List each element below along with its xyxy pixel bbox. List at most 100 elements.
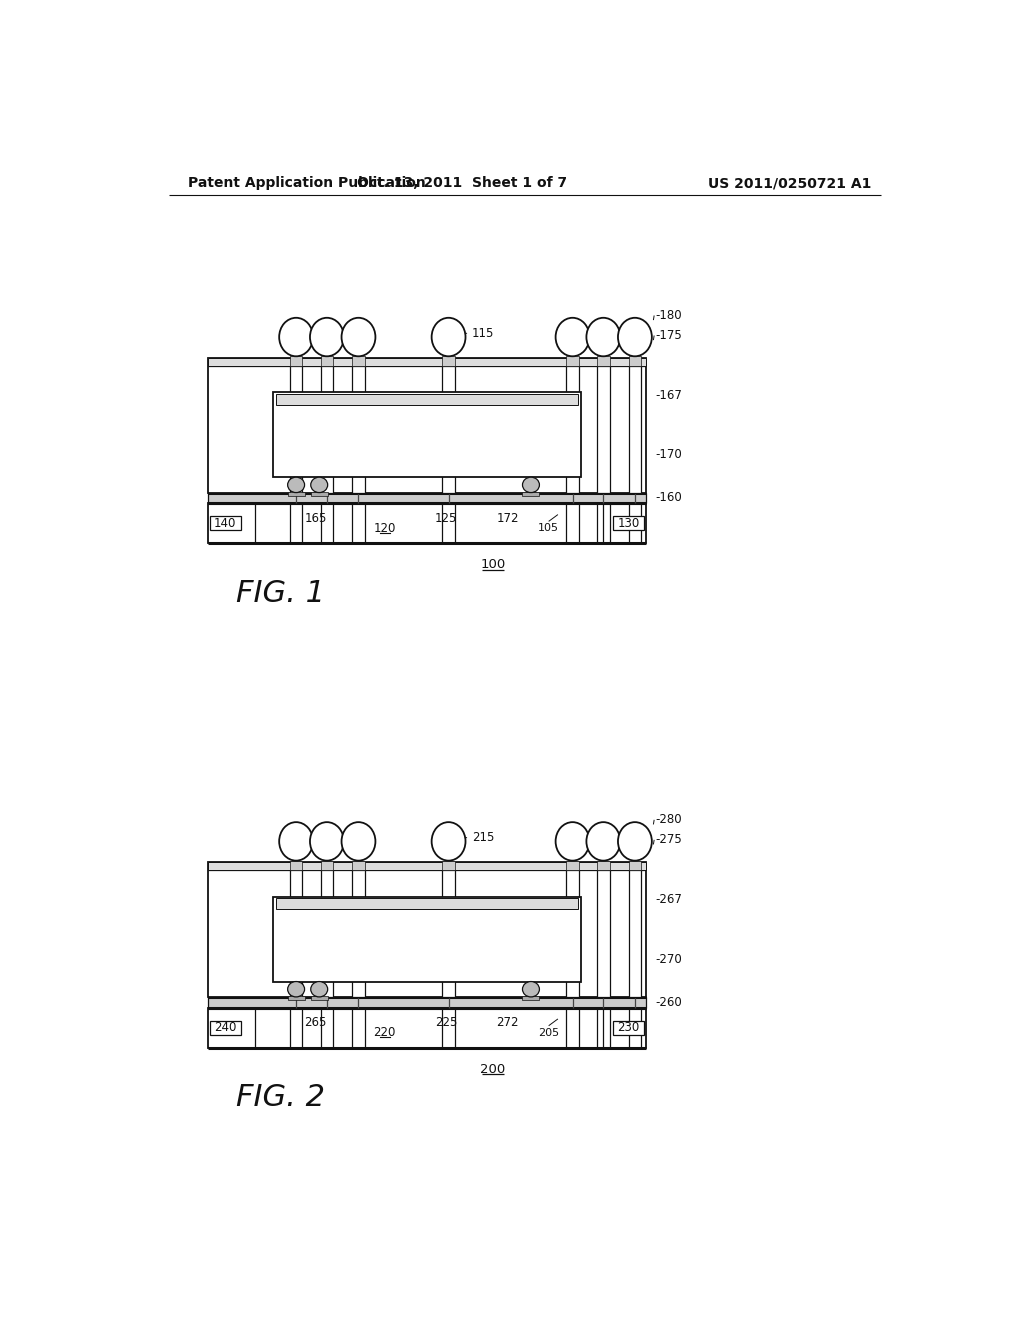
Text: 255: 255: [291, 931, 313, 944]
Text: 155: 155: [291, 426, 313, 440]
Ellipse shape: [288, 478, 304, 492]
Ellipse shape: [310, 478, 328, 492]
Text: 140: 140: [214, 517, 237, 529]
Ellipse shape: [280, 822, 313, 861]
Bar: [210, 516, 241, 531]
Bar: [613, 1020, 644, 1035]
Ellipse shape: [556, 822, 590, 861]
Ellipse shape: [280, 318, 313, 356]
Bar: [629, 861, 641, 870]
Bar: [352, 356, 365, 366]
Text: 220: 220: [374, 1026, 396, 1039]
Bar: [290, 356, 302, 366]
Bar: [522, 997, 540, 1001]
Text: 200: 200: [480, 1063, 506, 1076]
Text: 215: 215: [472, 832, 495, 843]
Text: 205: 205: [538, 1027, 559, 1038]
Text: 172: 172: [497, 512, 519, 525]
Ellipse shape: [310, 318, 344, 356]
Text: Oct. 13, 2011  Sheet 1 of 7: Oct. 13, 2011 Sheet 1 of 7: [356, 176, 566, 190]
Text: Patent Application Publication: Patent Application Publication: [188, 176, 426, 190]
Bar: [288, 997, 304, 1001]
Bar: [597, 870, 609, 997]
Bar: [273, 392, 581, 478]
Bar: [208, 492, 646, 503]
Bar: [629, 366, 641, 492]
Bar: [290, 366, 302, 492]
Bar: [208, 503, 646, 544]
Ellipse shape: [587, 822, 621, 861]
Text: 130: 130: [617, 517, 640, 529]
Text: 272: 272: [497, 1016, 519, 1030]
Text: US 2011/0250721 A1: US 2011/0250721 A1: [708, 176, 871, 190]
Text: FIG. 2: FIG. 2: [237, 1084, 326, 1113]
Bar: [273, 896, 581, 982]
Bar: [321, 356, 333, 366]
Bar: [613, 516, 644, 531]
Bar: [208, 358, 646, 366]
Text: 266: 266: [304, 899, 327, 912]
Text: 210: 210: [379, 928, 401, 941]
Bar: [208, 358, 646, 492]
Ellipse shape: [310, 822, 344, 861]
Bar: [566, 870, 579, 997]
Ellipse shape: [522, 478, 540, 492]
Bar: [352, 870, 365, 997]
Text: -180: -180: [655, 309, 682, 322]
Bar: [321, 366, 333, 492]
Text: 125: 125: [435, 512, 458, 525]
Bar: [276, 899, 578, 909]
Text: 110: 110: [379, 424, 401, 437]
Text: -280: -280: [655, 813, 682, 826]
Ellipse shape: [342, 318, 376, 356]
Text: 150: 150: [471, 426, 494, 440]
Text: 100: 100: [480, 558, 506, 572]
Bar: [352, 366, 365, 492]
Text: 265: 265: [304, 1016, 327, 1030]
Ellipse shape: [288, 982, 304, 997]
Text: 250: 250: [471, 931, 494, 944]
Text: -170: -170: [655, 449, 682, 462]
Text: 225: 225: [435, 1016, 458, 1030]
Text: 115: 115: [472, 326, 495, 339]
Text: FIG. 1: FIG. 1: [237, 579, 326, 609]
Bar: [208, 862, 646, 870]
Bar: [566, 356, 579, 366]
Bar: [310, 492, 328, 496]
Text: 165: 165: [304, 512, 327, 525]
Bar: [210, 1020, 241, 1035]
Bar: [442, 870, 455, 997]
Ellipse shape: [617, 318, 652, 356]
Bar: [597, 366, 609, 492]
Ellipse shape: [342, 822, 376, 861]
Text: -160: -160: [655, 491, 682, 504]
Bar: [597, 356, 609, 366]
Ellipse shape: [310, 982, 328, 997]
Text: -260: -260: [655, 995, 682, 1008]
Text: -275: -275: [655, 833, 682, 846]
Text: 120: 120: [374, 521, 396, 535]
Bar: [208, 1007, 646, 1048]
Bar: [566, 366, 579, 492]
Bar: [310, 997, 328, 1001]
Bar: [288, 492, 304, 496]
Bar: [442, 356, 455, 366]
Bar: [566, 861, 579, 870]
Text: 240: 240: [214, 1022, 237, 1035]
Bar: [597, 861, 609, 870]
Ellipse shape: [556, 318, 590, 356]
Bar: [276, 395, 578, 405]
Bar: [629, 870, 641, 997]
Bar: [290, 861, 302, 870]
Bar: [442, 861, 455, 870]
Text: 166: 166: [304, 395, 327, 408]
Bar: [321, 861, 333, 870]
Text: 230: 230: [617, 1022, 640, 1035]
Text: 105: 105: [539, 523, 559, 533]
Ellipse shape: [617, 822, 652, 861]
Bar: [321, 870, 333, 997]
Text: -267: -267: [655, 894, 683, 907]
Bar: [442, 366, 455, 492]
Text: -167: -167: [655, 389, 683, 403]
Bar: [208, 862, 646, 997]
